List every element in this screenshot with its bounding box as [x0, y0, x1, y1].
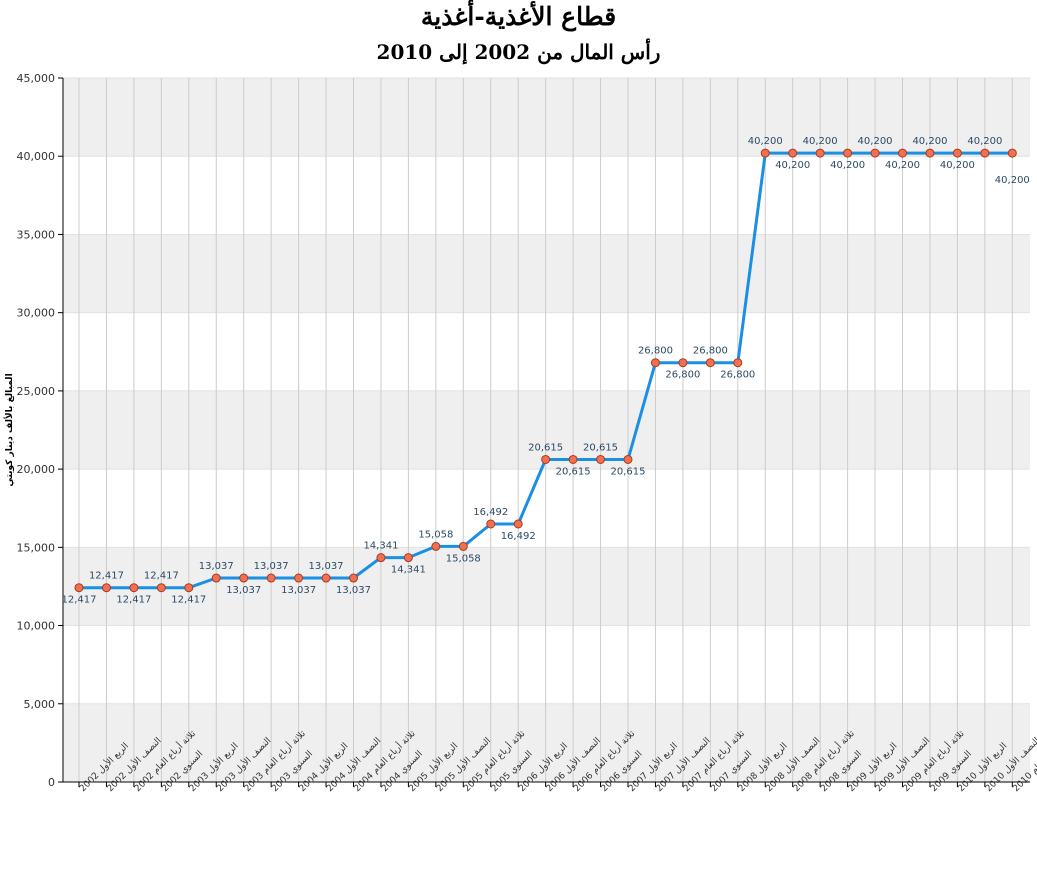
grid-band	[63, 547, 1030, 626]
data-point	[184, 583, 194, 593]
data-label: 40,200	[940, 160, 975, 171]
data-point	[541, 454, 551, 464]
data-label: 13,037	[309, 561, 344, 572]
data-point	[403, 553, 413, 563]
data-label: 20,615	[611, 466, 646, 477]
data-label: 16,492	[473, 507, 508, 518]
data-point	[788, 148, 798, 158]
data-point	[156, 583, 166, 593]
data-point	[321, 573, 331, 583]
y-tick-label: 0	[48, 776, 55, 789]
y-tick-label: 25,000	[17, 385, 56, 398]
y-tick-label: 30,000	[17, 307, 56, 320]
data-label: 40,200	[803, 136, 838, 147]
data-point	[431, 541, 441, 551]
axes	[62, 78, 1030, 783]
data-point	[623, 454, 633, 464]
data-label: 13,037	[336, 585, 371, 596]
data-point	[952, 148, 962, 158]
data-label: 14,341	[363, 541, 398, 552]
chart-subtitle: رأس المال من 2002 إلى 2010	[376, 40, 661, 64]
y-axis-ticks: 0 5,000 10,000 15,000 20,000 25,000 30,000 35,0…	[17, 72, 63, 789]
data-label: 40,200	[775, 160, 810, 171]
data-label: 12,417	[116, 595, 151, 606]
y-tick-label: 15,000	[17, 541, 56, 554]
grid-band	[63, 234, 1030, 313]
data-point	[458, 541, 468, 551]
data-point	[760, 148, 770, 158]
data-label: 40,200	[885, 160, 920, 171]
y-tick-label: 5,000	[24, 698, 56, 711]
y-tick-label: 10,000	[17, 620, 56, 633]
data-point	[815, 148, 825, 158]
data-point	[376, 553, 386, 563]
data-point	[101, 583, 111, 593]
data-point	[266, 573, 276, 583]
y-tick-label: 45,000	[17, 72, 56, 85]
y-tick-label: 40,000	[17, 150, 56, 163]
data-label: 40,200	[858, 136, 893, 147]
data-label: 13,037	[254, 561, 289, 572]
data-label: 40,200	[912, 136, 947, 147]
grid-band	[63, 78, 1030, 157]
data-label: 26,800	[720, 370, 755, 381]
data-label: 12,417	[144, 571, 179, 582]
data-point	[980, 148, 990, 158]
data-point	[129, 583, 139, 593]
data-point	[870, 148, 880, 158]
data-point	[239, 573, 249, 583]
vertical-grid	[78, 78, 1013, 782]
data-point	[294, 573, 304, 583]
data-label: 26,800	[665, 370, 700, 381]
y-tick-label: 20,000	[17, 463, 56, 476]
chart-title: قطاع الأغذية-أغذية	[420, 2, 617, 31]
data-label: 15,058	[418, 529, 453, 540]
data-point	[705, 358, 715, 368]
data-point	[650, 358, 660, 368]
y-tick-label: 35,000	[17, 228, 56, 241]
data-point	[349, 573, 358, 583]
data-point	[74, 583, 84, 593]
data-point	[925, 148, 935, 158]
data-point	[678, 358, 688, 368]
background-bands	[63, 77, 1030, 783]
data-label: 13,037	[226, 585, 261, 596]
data-point	[513, 519, 523, 529]
data-label: 12,417	[171, 595, 206, 606]
data-point	[843, 148, 853, 158]
data-labels: 12,417 12,417 12,417 12,417 12,417 13,037 13,0…	[62, 136, 1030, 606]
grid-band	[63, 703, 1030, 782]
data-point	[733, 358, 743, 368]
data-label: 40,200	[967, 136, 1002, 147]
data-label: 20,615	[528, 442, 563, 453]
data-point	[1007, 148, 1017, 158]
y-axis-label: المبالغ بالألف دينار كويتي	[3, 373, 15, 486]
data-label: 26,800	[693, 346, 728, 357]
data-label: 12,417	[89, 571, 124, 582]
data-label: 20,615	[556, 466, 591, 477]
data-label: 16,492	[501, 531, 536, 542]
data-point	[211, 573, 221, 583]
data-label: 40,200	[830, 160, 865, 171]
data-point	[898, 148, 907, 158]
data-label: 15,058	[446, 553, 481, 564]
data-markers	[74, 148, 1017, 593]
data-label: 12,417	[62, 595, 97, 606]
data-point	[486, 519, 496, 529]
data-label: 40,200	[748, 136, 783, 147]
data-label: 40,200	[995, 175, 1030, 186]
data-label: 13,037	[281, 585, 316, 596]
data-label: 26,800	[638, 346, 673, 357]
data-point	[568, 454, 578, 464]
data-point	[596, 454, 606, 464]
data-label: 14,341	[391, 565, 426, 576]
data-label: 13,037	[199, 561, 234, 572]
data-label: 20,615	[583, 442, 618, 453]
